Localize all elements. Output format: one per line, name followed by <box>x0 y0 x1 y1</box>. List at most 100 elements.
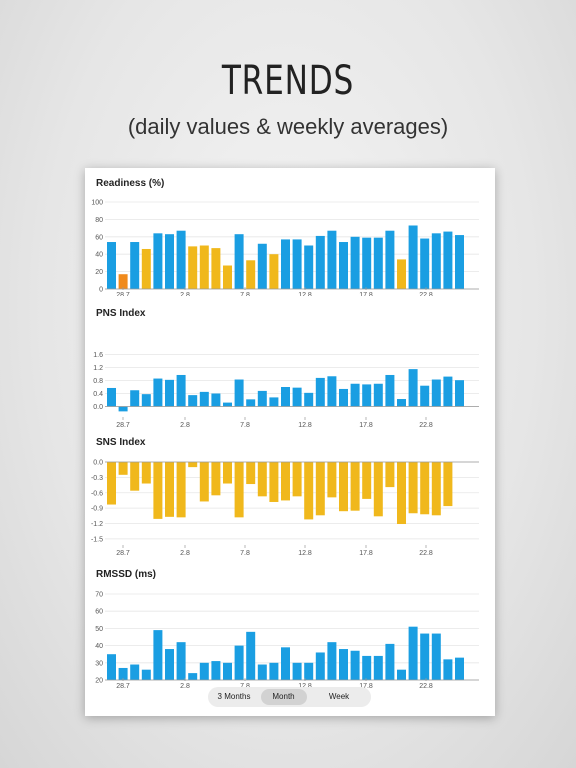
trends-card: Readiness (%) 0 20 40 60 80 100 28.7 2.8 7.8 12.8… <box>85 168 495 716</box>
y-tick-label: 0.0 <box>93 460 103 467</box>
bar <box>199 462 209 502</box>
x-tick-label: 2.8 <box>180 422 190 429</box>
y-tick-label: 20 <box>95 269 103 276</box>
y-tick-label: 40 <box>95 252 103 259</box>
bar <box>153 378 163 407</box>
y-tick-label: -1.2 <box>91 521 103 528</box>
bar <box>443 462 453 507</box>
bar <box>257 664 267 680</box>
y-tick-label: 50 <box>95 626 103 633</box>
bar <box>373 462 383 517</box>
bar <box>455 235 464 289</box>
bar <box>130 390 140 407</box>
y-tick-label: 30 <box>95 660 103 667</box>
period-segmented-control: 3 Months Month Week <box>208 687 371 707</box>
bar <box>153 233 163 289</box>
bar <box>118 406 128 412</box>
x-tick-label: 28.7 <box>116 550 130 557</box>
bar <box>246 462 256 485</box>
bar <box>327 376 337 407</box>
bar <box>176 642 186 680</box>
bar <box>199 391 209 407</box>
bar <box>431 379 441 407</box>
segment-week[interactable]: Week <box>328 692 350 701</box>
bar <box>455 657 464 680</box>
x-tick-label: 22.8 <box>419 292 433 296</box>
x-tick-label: 17.8 <box>359 422 373 429</box>
x-tick-label: 22.8 <box>419 550 433 557</box>
x-tick-label: 7.8 <box>240 683 250 690</box>
bar <box>246 260 256 289</box>
bar <box>420 238 430 289</box>
segment-3-months[interactable]: 3 Months <box>217 692 251 701</box>
bar <box>153 462 163 519</box>
x-tick-label: 12.8 <box>298 550 312 557</box>
bar <box>118 274 128 289</box>
bar <box>397 462 406 525</box>
bar <box>443 231 453 289</box>
bar <box>385 374 395 407</box>
bar <box>304 662 314 680</box>
bar <box>327 462 337 498</box>
segment-month[interactable]: Month <box>260 689 307 705</box>
bar <box>327 642 337 680</box>
bar <box>269 462 279 502</box>
bar <box>176 230 186 289</box>
x-tick-label: 2.8 <box>180 292 190 296</box>
x-tick-label: 22.8 <box>419 422 433 429</box>
y-tick-label: 1.2 <box>93 365 103 372</box>
bar <box>292 239 302 289</box>
bar <box>130 664 140 680</box>
x-tick-label: 22.8 <box>419 683 433 690</box>
bar <box>304 245 314 289</box>
x-tick-label: 17.8 <box>359 550 373 557</box>
bar <box>130 242 140 289</box>
bar <box>165 234 174 289</box>
x-tick-label: 12.8 <box>298 683 312 690</box>
bar <box>350 236 360 289</box>
bar <box>431 633 441 680</box>
bar <box>304 462 314 520</box>
bar <box>257 243 267 289</box>
bar <box>234 379 244 407</box>
bar <box>443 659 453 680</box>
bar <box>257 462 267 497</box>
x-tick-label: 12.8 <box>298 422 312 429</box>
y-tick-label: 100 <box>91 200 103 207</box>
bar <box>269 397 279 407</box>
bar <box>165 649 174 680</box>
pns-index-chart: 0.0 0.4 0.8 1.2 1.6 28.7 2.8 7.8 12.8 17.8 22.8 <box>93 352 479 429</box>
x-tick-label: 7.8 <box>240 292 250 296</box>
bar <box>420 633 430 680</box>
bar <box>246 399 256 407</box>
bar <box>107 654 116 680</box>
bar <box>234 234 244 289</box>
bar <box>176 374 186 407</box>
bar <box>315 462 325 516</box>
bar <box>153 630 163 680</box>
bar <box>397 669 406 680</box>
bar <box>281 387 290 407</box>
bar <box>315 377 325 407</box>
y-tick-label: 40 <box>95 643 103 650</box>
x-tick-label: 2.8 <box>180 550 190 557</box>
y-tick-label: 80 <box>95 217 103 224</box>
bar <box>373 237 383 289</box>
bar <box>315 652 325 680</box>
bar <box>339 388 348 407</box>
bar <box>246 631 256 680</box>
bar <box>362 237 372 289</box>
bar <box>211 248 221 289</box>
bar <box>431 233 441 289</box>
bar <box>339 242 348 289</box>
bar <box>141 394 151 407</box>
y-tick-label: -0.3 <box>91 475 103 482</box>
bar <box>281 462 290 501</box>
bar <box>315 235 325 289</box>
bar <box>107 242 116 289</box>
bar <box>339 462 348 512</box>
bar <box>431 462 441 516</box>
page-subtitle: (daily values & weekly averages) <box>127 114 449 139</box>
bar <box>257 390 267 407</box>
bar <box>408 626 418 680</box>
